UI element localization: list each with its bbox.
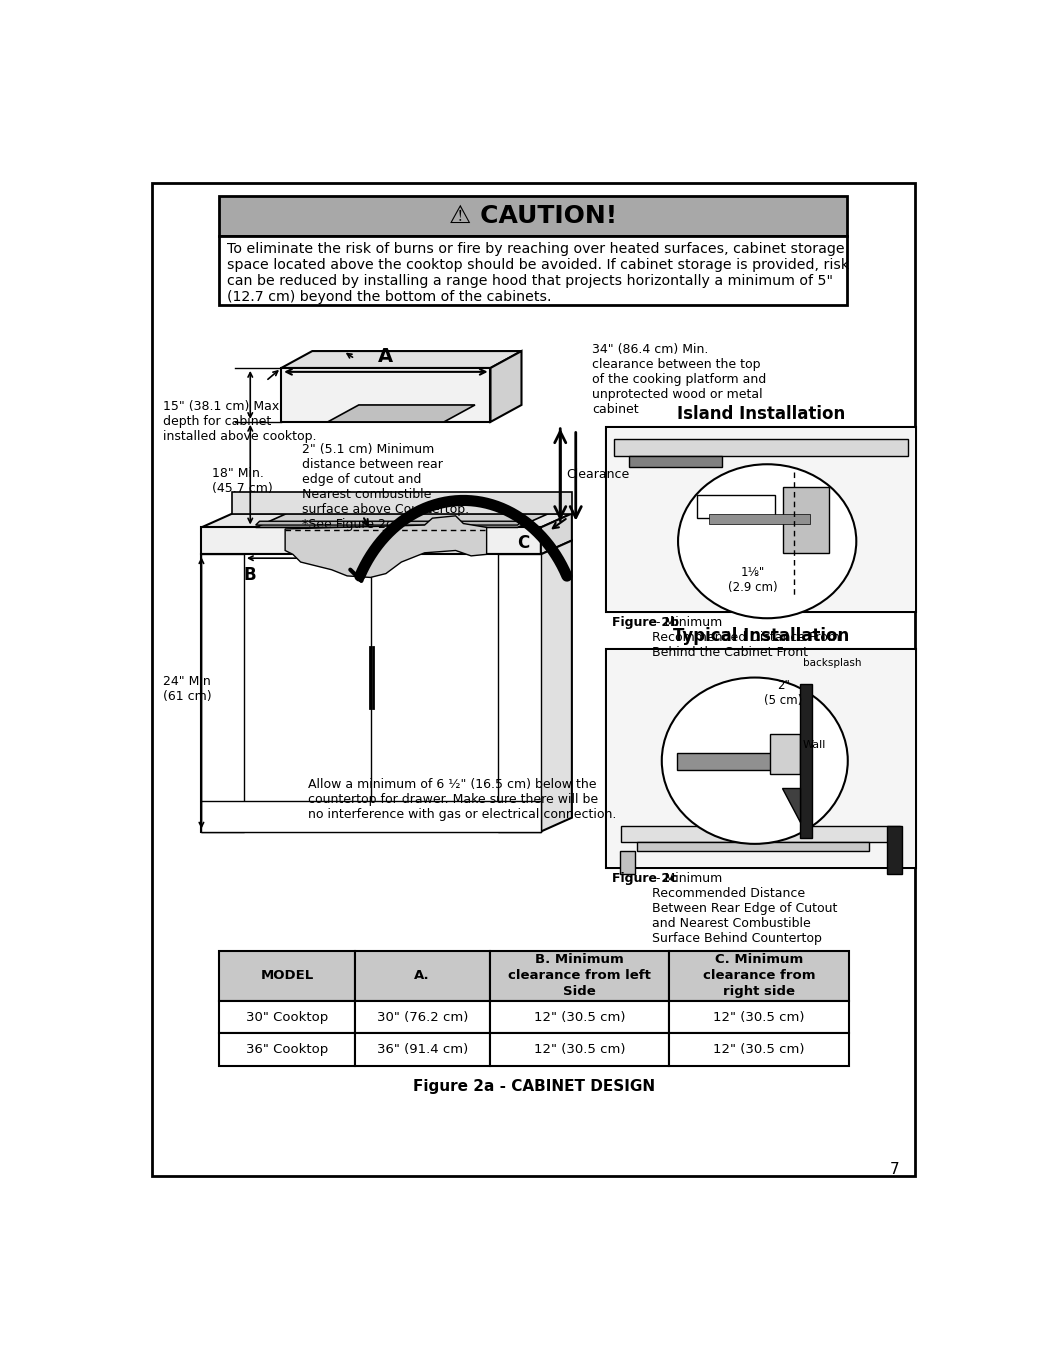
- Text: B. Minimum
clearance from left
Side: B. Minimum clearance from left Side: [508, 954, 651, 998]
- Polygon shape: [490, 352, 522, 422]
- Bar: [608, 428, 914, 610]
- Text: B: B: [244, 566, 256, 583]
- Bar: [220, 195, 847, 236]
- Polygon shape: [201, 555, 541, 831]
- Text: 2" (5.1 cm) Minimum
distance between rear
edge of cutout and
Nearest combustible: 2" (5.1 cm) Minimum distance between rea…: [302, 443, 469, 531]
- Bar: [608, 651, 914, 867]
- Text: 30" (76.2 cm): 30" (76.2 cm): [377, 1010, 467, 1024]
- Bar: [220, 1033, 355, 1065]
- Bar: [606, 427, 916, 612]
- Polygon shape: [281, 352, 522, 368]
- Text: Figure 2b: Figure 2b: [612, 616, 679, 629]
- Text: A: A: [378, 348, 393, 366]
- Bar: [709, 515, 810, 524]
- Text: C: C: [517, 533, 530, 552]
- Text: 2"
(5 cm): 2" (5 cm): [764, 679, 803, 707]
- Text: Allow a minimum of 6 ½" (16.5 cm) below the
countertop for drawer. Make sure the: Allow a minimum of 6 ½" (16.5 cm) below …: [308, 777, 616, 820]
- Text: backsplash: backsplash: [803, 659, 861, 668]
- Bar: [669, 1033, 848, 1065]
- Text: 36" Cooktop: 36" Cooktop: [246, 1043, 328, 1056]
- Text: 12" (30.5 cm): 12" (30.5 cm): [713, 1010, 805, 1024]
- Text: MODEL: MODEL: [260, 970, 313, 982]
- Polygon shape: [281, 368, 490, 422]
- Text: 12" (30.5 cm): 12" (30.5 cm): [534, 1043, 626, 1056]
- Bar: [783, 488, 830, 552]
- Bar: [201, 800, 541, 831]
- Polygon shape: [256, 521, 522, 525]
- Bar: [499, 555, 541, 831]
- Bar: [770, 734, 799, 773]
- Bar: [678, 753, 778, 770]
- Bar: [669, 1001, 848, 1033]
- Bar: [614, 439, 908, 455]
- Text: Typical Installation: Typical Installation: [672, 628, 849, 645]
- Ellipse shape: [662, 678, 847, 843]
- Polygon shape: [541, 513, 572, 555]
- Text: C. Minimum
clearance from
right side: C. Minimum clearance from right side: [703, 954, 815, 998]
- Bar: [621, 826, 900, 842]
- Text: 12" (30.5 cm): 12" (30.5 cm): [713, 1043, 805, 1056]
- Bar: [490, 1033, 669, 1065]
- Polygon shape: [201, 528, 541, 555]
- Text: 15" (38.1 cm) Max.
depth for cabinet
installed above cooktop.: 15" (38.1 cm) Max. depth for cabinet ins…: [162, 400, 316, 443]
- Text: Island Installation: Island Installation: [677, 405, 845, 423]
- Polygon shape: [541, 540, 572, 831]
- Text: Figure 2c: Figure 2c: [612, 873, 678, 885]
- Text: Figure 2a - CABINET DESIGN: Figure 2a - CABINET DESIGN: [413, 1079, 655, 1095]
- Text: 7: 7: [890, 1161, 899, 1176]
- Text: 12" (30.5 cm): 12" (30.5 cm): [534, 1010, 626, 1024]
- Text: 18" Min.
(45.7 cm): 18" Min. (45.7 cm): [211, 467, 273, 496]
- Polygon shape: [285, 516, 486, 578]
- Bar: [490, 1001, 669, 1033]
- Bar: [490, 951, 669, 1001]
- Bar: [355, 1001, 490, 1033]
- Bar: [697, 496, 775, 519]
- Polygon shape: [328, 405, 475, 422]
- Text: Wall: Wall: [803, 741, 827, 750]
- Text: 36" (91.4 cm): 36" (91.4 cm): [377, 1043, 467, 1056]
- Bar: [220, 236, 847, 304]
- Bar: [220, 951, 355, 1001]
- Bar: [620, 851, 635, 874]
- Polygon shape: [782, 788, 799, 822]
- Bar: [606, 649, 916, 869]
- Bar: [799, 684, 812, 838]
- Bar: [201, 555, 244, 831]
- Bar: [355, 951, 490, 1001]
- Text: 24" Min
(61 cm): 24" Min (61 cm): [162, 675, 211, 703]
- Text: To eliminate the risk of burns or fire by reaching over heated surfaces, cabinet: To eliminate the risk of burns or fire b…: [227, 241, 849, 304]
- Text: 30" Cooktop: 30" Cooktop: [246, 1010, 328, 1024]
- Bar: [355, 1033, 490, 1065]
- Polygon shape: [256, 513, 549, 528]
- Bar: [887, 826, 902, 874]
- Polygon shape: [232, 492, 572, 513]
- Polygon shape: [201, 513, 572, 528]
- Bar: [629, 455, 722, 466]
- Text: - Minimum
Recommended Distance From
Behind the Cabinet Front: - Minimum Recommended Distance From Behi…: [653, 616, 840, 659]
- Text: - Minimum
Recommended Distance
Between Rear Edge of Cutout
and Nearest Combustib: - Minimum Recommended Distance Between R…: [653, 873, 838, 946]
- Text: Clearance: Clearance: [566, 469, 630, 481]
- Text: 1⅛"
(2.9 cm): 1⅛" (2.9 cm): [729, 566, 778, 594]
- Ellipse shape: [678, 465, 857, 618]
- Bar: [220, 1001, 355, 1033]
- Bar: [637, 842, 869, 851]
- Text: 34" (86.4 cm) Min.
clearance between the top
of the cooking platform and
unprote: 34" (86.4 cm) Min. clearance between the…: [592, 342, 766, 416]
- Text: A.: A.: [414, 970, 430, 982]
- Text: ⚠ CAUTION!: ⚠ CAUTION!: [449, 203, 617, 228]
- Bar: [669, 951, 848, 1001]
